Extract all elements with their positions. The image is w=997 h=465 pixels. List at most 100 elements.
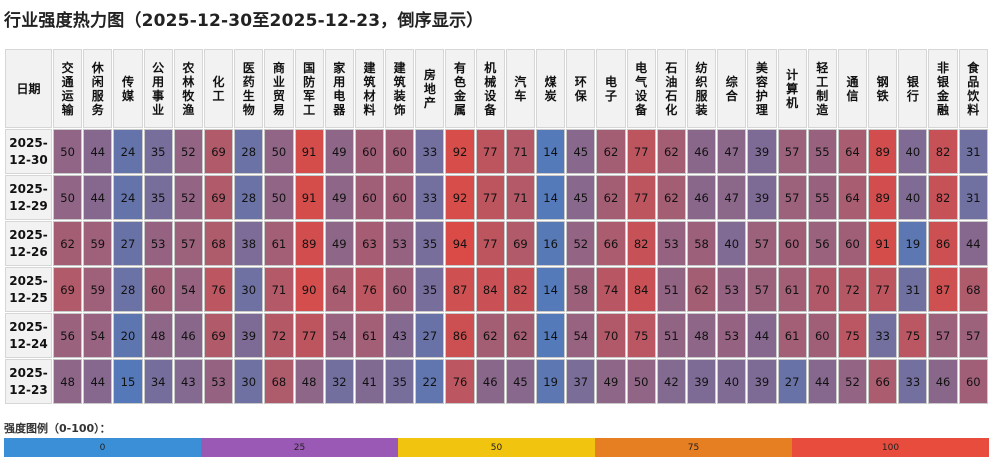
heatmap-cell: 28 — [234, 175, 264, 220]
heatmap-cell: 89 — [868, 175, 898, 220]
heatmap-cell: 68 — [958, 267, 988, 312]
column-header: 休闲服务 — [83, 49, 113, 128]
heatmap-cell: 22 — [415, 359, 445, 404]
heatmap-cell: 69 — [53, 267, 83, 312]
heatmap-cell: 76 — [203, 267, 234, 312]
column-header: 建筑材料 — [354, 49, 385, 128]
heatmap-cell: 20 — [113, 313, 143, 358]
heatmap-cell: 35 — [415, 267, 445, 312]
column-header-label: 非银金融 — [937, 60, 950, 117]
heatmap-cell: 84 — [475, 267, 505, 312]
heatmap-cell: 30 — [234, 267, 264, 312]
heatmap-cell: 54 — [83, 313, 113, 358]
column-header: 交通运输 — [53, 49, 83, 128]
heatmap-cell: 14 — [536, 267, 566, 312]
heatmap-cell: 86 — [445, 313, 475, 358]
date-column-header: 日期 — [5, 49, 52, 128]
heatmap-cell: 55 — [807, 175, 837, 220]
heatmap-cell: 43 — [173, 359, 203, 404]
column-header: 煤炭 — [536, 49, 566, 128]
heatmap-cell: 75 — [898, 313, 928, 358]
heatmap-cell: 28 — [113, 267, 143, 312]
column-header-label: 商业贸易 — [272, 60, 285, 117]
heatmap-cell: 77 — [294, 313, 324, 358]
heatmap-body: 2025- 12-30 50 44 24 35 52 69 28 50 91 49 60 60 33 92 77… — [5, 129, 988, 404]
heatmap-cell: 14 — [536, 175, 566, 220]
heatmap-cell: 70 — [596, 313, 626, 358]
heatmap-cell: 69 — [203, 313, 234, 358]
heatmap-cell: 89 — [294, 221, 324, 266]
column-header-label: 机械设备 — [484, 60, 497, 117]
column-header: 电气设备 — [626, 49, 656, 128]
heatmap-cell: 50 — [53, 175, 83, 220]
column-header: 银行 — [898, 49, 928, 128]
heatmap-cell: 44 — [958, 221, 988, 266]
heatmap-cell: 63 — [354, 221, 385, 266]
heatmap-cell: 57 — [777, 129, 807, 174]
heatmap-cell: 87 — [445, 267, 475, 312]
heatmap-cell: 51 — [656, 267, 686, 312]
column-header: 轻工制造 — [807, 49, 837, 128]
heatmap-cell: 69 — [203, 175, 234, 220]
heatmap-cell: 19 — [536, 359, 566, 404]
heatmap-cell: 50 — [264, 129, 294, 174]
heatmap-cell: 49 — [596, 359, 626, 404]
heatmap-cell: 60 — [385, 175, 415, 220]
heatmap-cell: 59 — [83, 267, 113, 312]
header-row: 日期 交通运输 休闲服务 传媒 公用事业 农林牧渔 化工 医药生物 商业贸易 国防军工 家用电器 建… — [5, 49, 988, 128]
heatmap-cell: 47 — [717, 129, 747, 174]
heatmap-cell: 90 — [294, 267, 324, 312]
heatmap-cell: 57 — [928, 313, 958, 358]
heatmap-cell: 45 — [505, 359, 535, 404]
heatmap-cell: 66 — [868, 359, 898, 404]
heatmap-row: 2025- 12-25 69 59 28 60 54 76 30 71 90 64 76 60 35 87 84… — [5, 267, 988, 312]
heatmap-cell: 91 — [868, 221, 898, 266]
heatmap-cell: 49 — [324, 221, 354, 266]
heatmap-cell: 54 — [566, 313, 596, 358]
heatmap-cell: 50 — [53, 129, 83, 174]
column-header: 房地产 — [415, 49, 445, 128]
heatmap-cell: 46 — [173, 313, 203, 358]
row-date-label: 2025- 12-24 — [5, 313, 52, 358]
column-header: 传媒 — [113, 49, 143, 128]
column-header-label: 交通运输 — [61, 60, 74, 117]
heatmap-cell: 50 — [264, 175, 294, 220]
column-header-label: 建筑材料 — [363, 60, 376, 117]
heatmap-cell: 77 — [868, 267, 898, 312]
heatmap-cell: 62 — [53, 221, 83, 266]
heatmap-cell: 37 — [566, 359, 596, 404]
heatmap-cell: 57 — [747, 267, 777, 312]
heatmap-cell: 44 — [807, 359, 837, 404]
heatmap-row: 2025- 12-26 62 59 27 53 57 68 38 61 89 49 63 53 35 94 77… — [5, 221, 988, 266]
heatmap-cell: 86 — [928, 221, 958, 266]
heatmap-cell: 61 — [777, 267, 807, 312]
column-header-label: 家用电器 — [333, 60, 346, 117]
heatmap-cell: 14 — [536, 313, 566, 358]
heatmap-cell: 48 — [53, 359, 83, 404]
heatmap-cell: 56 — [807, 221, 837, 266]
heatmap-cell: 62 — [475, 313, 505, 358]
heatmap-cell: 72 — [264, 313, 294, 358]
heatmap-cell: 91 — [294, 175, 324, 220]
column-header: 国防军工 — [294, 49, 324, 128]
heatmap-cell: 33 — [415, 129, 445, 174]
column-header: 化工 — [203, 49, 234, 128]
column-header-label: 食品饮料 — [967, 60, 980, 117]
heatmap-cell: 77 — [626, 129, 656, 174]
column-header: 有色金属 — [445, 49, 475, 128]
heatmap-cell: 40 — [898, 175, 928, 220]
heatmap-cell: 60 — [777, 221, 807, 266]
heatmap-cell: 87 — [928, 267, 958, 312]
heatmap-cell: 45 — [566, 175, 596, 220]
heatmap-cell: 53 — [203, 359, 234, 404]
column-header: 公用事业 — [143, 49, 173, 128]
column-header: 医药生物 — [234, 49, 264, 128]
heatmap-cell: 77 — [475, 175, 505, 220]
column-header-label: 轻工制造 — [816, 60, 829, 117]
heatmap-cell: 52 — [173, 175, 203, 220]
heatmap-cell: 71 — [505, 175, 535, 220]
heatmap-cell: 35 — [143, 129, 173, 174]
heatmap-cell: 44 — [747, 313, 777, 358]
heatmap-cell: 30 — [234, 359, 264, 404]
heatmap-cell: 48 — [686, 313, 717, 358]
